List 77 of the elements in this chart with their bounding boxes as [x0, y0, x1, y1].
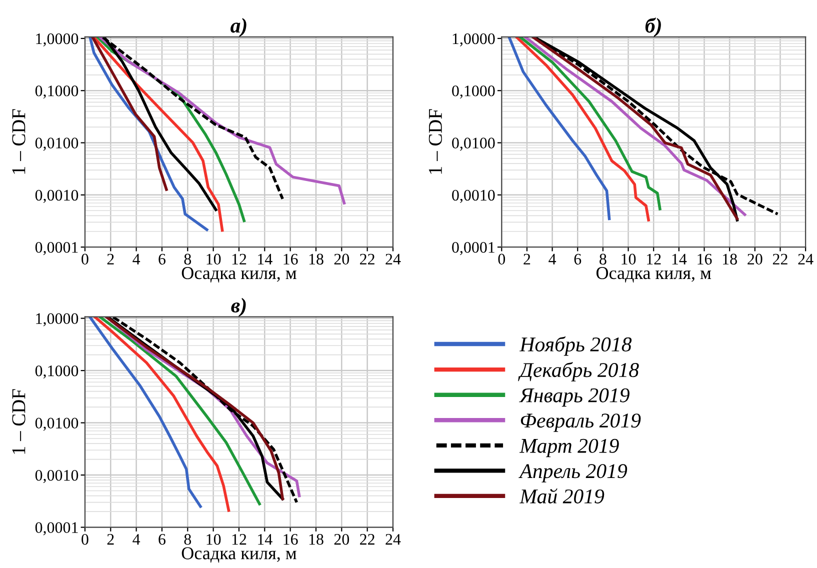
- x-tick-label: 10: [622, 254, 636, 265]
- x-axis-title: Осадка киля, м: [182, 547, 296, 563]
- x-tick-label: 0: [498, 254, 506, 265]
- y-tick-label: 1,0000: [452, 33, 495, 46]
- x-tick-label: 8: [184, 254, 192, 265]
- y-tick-label: 0,0010: [35, 190, 78, 203]
- y-tick-label: 0,1000: [452, 86, 495, 99]
- y-tick-label: 0,0010: [452, 190, 495, 203]
- x-tick-label: 6: [158, 534, 166, 545]
- x-tick-label: 20: [334, 534, 350, 545]
- x-tick-label: 14: [258, 254, 272, 264]
- chart-title: а): [230, 18, 246, 37]
- line-series: [508, 36, 611, 220]
- x-tick-label: 4: [548, 254, 556, 264]
- y-tick-label: 1,0000: [36, 313, 78, 326]
- x-tick-label: 6: [158, 254, 166, 265]
- legend-label: Май 2019: [519, 488, 604, 504]
- y-axis-title: 1 – CDF: [12, 389, 26, 454]
- x-tick-label: 8: [600, 254, 606, 265]
- x-tick-label: 10: [206, 254, 221, 265]
- x-tick-label: 14: [258, 534, 272, 545]
- x-tick-label: 16: [284, 254, 298, 265]
- legend-label: Март 2019: [519, 438, 619, 458]
- legend-label: Декабрь 2018: [518, 362, 639, 382]
- y-tick-label: 0,0001: [35, 242, 78, 256]
- legend-label: Апрель 2019: [518, 464, 628, 482]
- x-tick-label: 18: [723, 254, 737, 265]
- x-tick-label: 0: [82, 534, 88, 545]
- y-tick-label: 0,1000: [35, 86, 78, 99]
- chart-title: в): [231, 298, 246, 317]
- x-tick-label: 18: [309, 534, 324, 545]
- x-tick-label: 24: [386, 534, 401, 545]
- y-axis-title: 1 – CDF: [428, 109, 442, 174]
- x-tick-label: 20: [748, 254, 762, 265]
- x-tick-label: 12: [647, 254, 661, 264]
- x-tick-label: 22: [360, 534, 374, 545]
- x-tick-label: 2: [107, 534, 114, 545]
- legend-label: Ноябрь 2018: [519, 336, 632, 356]
- x-tick-label: 14: [672, 254, 687, 264]
- x-axis-title: Осадка киля, м: [596, 267, 712, 282]
- y-tick-label: 0,0001: [452, 242, 494, 256]
- line-series: [91, 36, 168, 191]
- y-tick-label: 0,0001: [35, 522, 78, 536]
- x-tick-label: 20: [334, 254, 350, 265]
- x-tick-label: 2: [107, 254, 114, 264]
- line-series: [94, 316, 230, 512]
- x-tick-label: 2: [524, 254, 530, 264]
- x-tick-label: 6: [574, 254, 582, 265]
- x-tick-label: 22: [772, 254, 788, 264]
- y-axis-title: 1 – CDF: [12, 109, 26, 174]
- x-axis-title: Осадка киля, м: [182, 267, 296, 282]
- x-tick-label: 22: [360, 254, 374, 264]
- y-tick-label: 0,0100: [35, 138, 78, 151]
- y-tick-label: 0,0100: [452, 138, 495, 151]
- x-tick-label: 24: [798, 254, 814, 264]
- line-series: [88, 316, 202, 508]
- y-tick-label: 1,0000: [36, 33, 78, 46]
- x-tick-label: 12: [232, 254, 246, 264]
- x-tick-label: 16: [284, 534, 298, 545]
- x-tick-label: 10: [206, 534, 221, 545]
- x-tick-label: 24: [386, 254, 401, 264]
- line-series: [519, 36, 662, 210]
- legend-label: Январь 2019: [518, 388, 630, 407]
- x-tick-label: 4: [132, 254, 140, 264]
- chart-title: б): [645, 18, 661, 37]
- x-tick-label: 4: [132, 534, 140, 545]
- y-tick-label: 0,0010: [35, 470, 78, 484]
- x-tick-label: 8: [184, 534, 192, 545]
- x-tick-label: 0: [82, 254, 88, 265]
- line-series: [515, 36, 650, 222]
- y-tick-label: 0,0100: [35, 418, 78, 431]
- x-tick-label: 16: [698, 254, 712, 265]
- legend-label: Февраль 2019: [520, 414, 641, 432]
- y-tick-label: 0,1000: [35, 365, 78, 379]
- x-tick-label: 18: [309, 254, 324, 265]
- x-tick-label: 12: [232, 534, 246, 545]
- line-series: [98, 316, 261, 506]
